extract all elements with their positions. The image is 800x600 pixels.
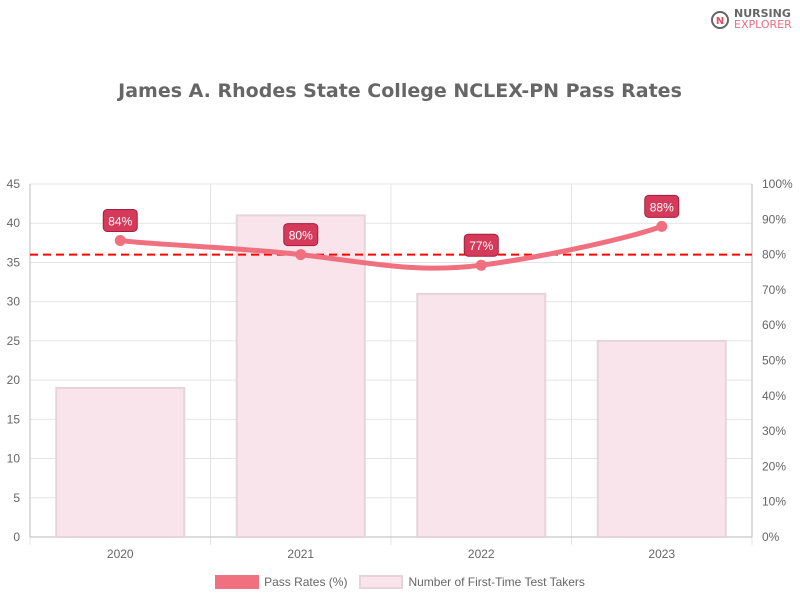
svg-text:N: N — [716, 16, 724, 27]
logo-text: NURSING — [734, 7, 791, 20]
data-label-box — [102, 208, 138, 232]
legend-item-pass-rates[interactable]: Pass Rates (%) — [215, 575, 347, 589]
y-tick-label: 15 — [7, 412, 21, 426]
x-tick-label: 2021 — [287, 547, 314, 561]
logo-icon: N — [711, 11, 729, 29]
chart-title: James A. Rhodes State College NCLEX-PN P… — [118, 80, 682, 102]
y2-tick-label: 50% — [762, 354, 786, 368]
y-tick-label: 40 — [7, 216, 21, 230]
bar-2022 — [416, 292, 547, 539]
y-tick-label: 45 — [7, 177, 21, 191]
x-tick-label: 2023 — [648, 547, 675, 561]
legend-item-test-takers[interactable]: Number of First-Time Test Takers — [359, 575, 585, 589]
data-label-box — [283, 223, 319, 247]
legend-label: Number of First-Time Test Takers — [408, 575, 585, 589]
pass-rate-point — [475, 259, 487, 271]
data-label: 77% — [469, 239, 493, 253]
y-tick-label: 25 — [7, 334, 21, 348]
y-tick-label: 35 — [7, 255, 21, 269]
y-tick-label: 30 — [7, 295, 21, 309]
y2-tick-label: 40% — [762, 389, 786, 403]
y-tick-label: 5 — [13, 491, 20, 505]
y-tick-label: 10 — [7, 452, 21, 466]
x-tick-label: 2020 — [107, 547, 134, 561]
legend-swatch — [359, 575, 404, 589]
bar-2023 — [596, 339, 727, 538]
logo-text: EXPLORER — [734, 18, 792, 31]
x-tick-label: 2022 — [468, 547, 495, 561]
y2-tick-label: 20% — [762, 459, 786, 473]
bar-2021 — [235, 214, 366, 538]
pass-rate-point — [114, 234, 126, 246]
legend-swatch — [215, 575, 260, 589]
legend: Pass Rates (%) Number of First-Time Test… — [0, 575, 800, 589]
y2-tick-label: 10% — [762, 495, 786, 509]
data-label-box — [463, 233, 499, 257]
pass-rate-point — [295, 249, 307, 261]
data-label: 84% — [108, 214, 132, 228]
nursing-explorer-logo: N NURSING EXPLORER — [710, 8, 792, 30]
y2-tick-label: 90% — [762, 212, 786, 226]
data-label: 80% — [289, 229, 313, 243]
y2-tick-label: 30% — [762, 424, 786, 438]
y2-tick-label: 0% — [762, 530, 780, 544]
y2-tick-label: 70% — [762, 283, 786, 297]
y2-tick-label: 60% — [762, 318, 786, 332]
pass-rate-line — [117, 223, 665, 271]
legend-label: Pass Rates (%) — [264, 575, 348, 589]
y-tick-label: 0 — [13, 530, 20, 544]
y2-tick-label: 80% — [762, 248, 786, 262]
pass-rate-point — [656, 220, 668, 232]
data-label: 88% — [650, 200, 674, 214]
y2-tick-label: 100% — [762, 177, 793, 191]
y-tick-label: 20 — [7, 373, 21, 387]
data-label-box — [644, 194, 680, 218]
bar-2020 — [55, 386, 186, 539]
